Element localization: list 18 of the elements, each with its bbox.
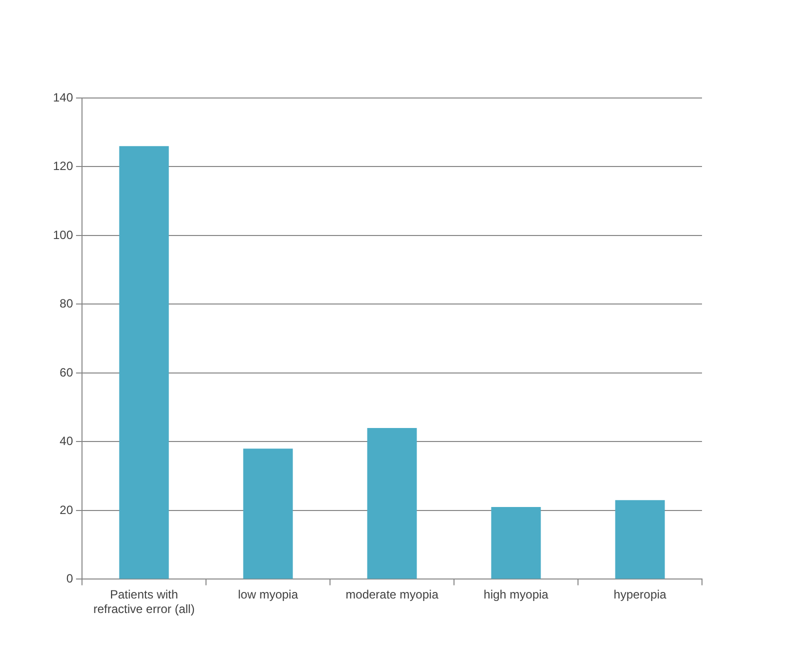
y-tick-label: 60 <box>60 365 74 380</box>
y-tick-label: 20 <box>60 502 74 517</box>
x-tick-label: hyperopia <box>614 588 667 602</box>
y-tick-label: 140 <box>52 90 74 104</box>
y-tick-label: 40 <box>60 434 74 448</box>
x-tick-label: moderate myopia <box>346 588 439 602</box>
y-tick-label: 120 <box>52 159 74 174</box>
y-tick-label: 80 <box>60 296 74 311</box>
x-tick-label: high myopia <box>484 588 549 602</box>
bar <box>491 507 541 579</box>
bar <box>367 428 417 579</box>
bar <box>615 500 665 579</box>
bar <box>243 448 293 579</box>
y-tick-label: 0 <box>66 572 74 586</box>
x-tick-label: Patients with refractive error (all) <box>93 588 195 616</box>
y-tick-label: 100 <box>52 228 74 242</box>
bar <box>119 146 169 579</box>
x-tick-label: low myopia <box>238 588 298 602</box>
